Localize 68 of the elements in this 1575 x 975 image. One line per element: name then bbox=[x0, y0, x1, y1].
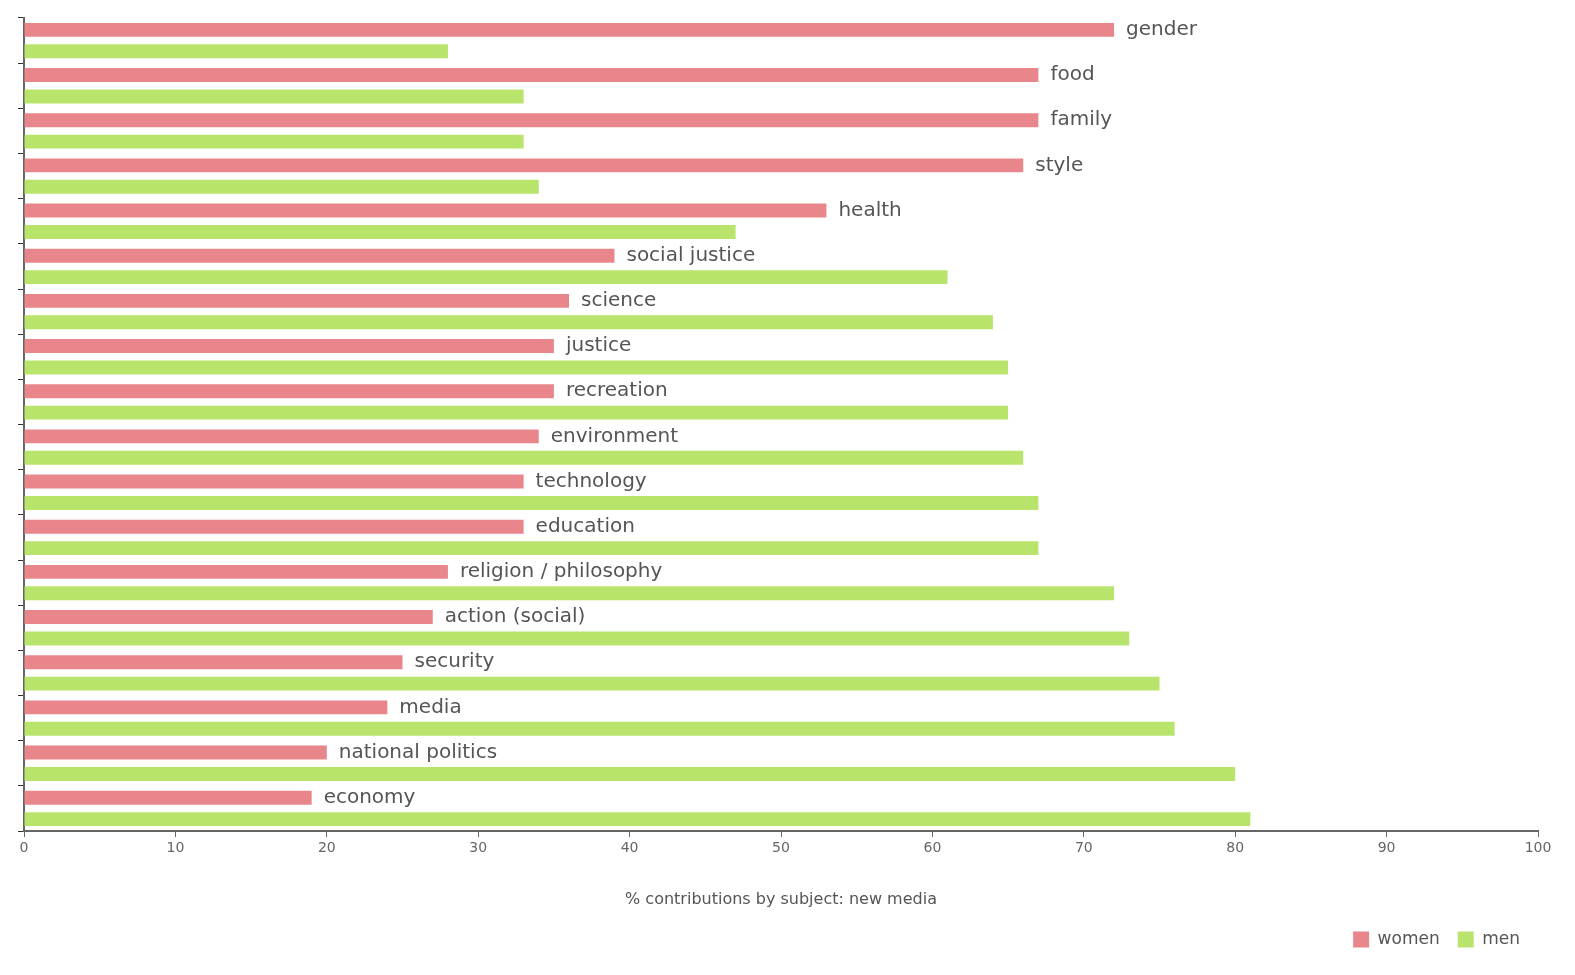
bar bbox=[24, 158, 1024, 173]
bar bbox=[24, 655, 403, 670]
bar bbox=[24, 676, 1160, 691]
y-tick-label: recreation bbox=[565, 377, 668, 402]
bar bbox=[24, 519, 524, 534]
y-tick-label: religion / philosophy bbox=[459, 558, 663, 583]
bar bbox=[24, 179, 539, 194]
bar bbox=[24, 68, 1039, 82]
bar bbox=[24, 89, 524, 104]
x-tick-label: 30 bbox=[469, 839, 488, 856]
y-tick-label: justice bbox=[564, 332, 632, 357]
legend-label: men bbox=[1482, 927, 1520, 948]
bar bbox=[24, 22, 1115, 37]
bar bbox=[24, 812, 1251, 827]
y-tick-label: technology bbox=[535, 467, 647, 492]
bar bbox=[24, 134, 524, 149]
bar bbox=[24, 745, 327, 760]
y-tick-label: security bbox=[414, 648, 495, 673]
bar bbox=[24, 450, 1024, 465]
bar bbox=[24, 293, 570, 308]
bar bbox=[24, 429, 539, 444]
y-tick-label: style bbox=[1035, 151, 1084, 176]
bar bbox=[24, 360, 1009, 375]
bar bbox=[24, 225, 736, 239]
y-tick-label: food bbox=[1050, 61, 1095, 86]
bar bbox=[24, 767, 1236, 781]
bar bbox=[24, 700, 388, 715]
x-tick-label: 0 bbox=[19, 839, 29, 856]
bar bbox=[24, 610, 433, 624]
y-tick-label: economy bbox=[323, 783, 416, 808]
bar bbox=[24, 339, 554, 353]
y-tick-label: health bbox=[838, 196, 902, 221]
x-tick-label: 60 bbox=[923, 839, 942, 856]
bar bbox=[24, 564, 448, 579]
bar bbox=[24, 384, 554, 399]
y-tick-label: social justice bbox=[626, 241, 756, 266]
bar bbox=[24, 270, 948, 285]
x-tick-label: 90 bbox=[1377, 839, 1396, 856]
bar bbox=[24, 113, 1039, 128]
x-tick-label: 50 bbox=[772, 839, 790, 856]
y-tick-label: gender bbox=[1126, 16, 1198, 41]
y-tick-label: environment bbox=[550, 422, 679, 447]
y-tick-label: science bbox=[581, 287, 657, 312]
bar bbox=[24, 721, 1175, 736]
bar bbox=[24, 315, 993, 330]
x-tick-label: 80 bbox=[1226, 839, 1245, 856]
bar bbox=[24, 631, 1130, 646]
y-tick-label: education bbox=[535, 512, 635, 537]
y-tick-label: family bbox=[1050, 106, 1113, 131]
y-tick-label: media bbox=[399, 693, 462, 718]
x-tick-label: 10 bbox=[166, 839, 185, 856]
y-tick-label: national politics bbox=[338, 738, 498, 763]
bar bbox=[24, 586, 1115, 601]
bar bbox=[24, 496, 1039, 510]
legend-label: women bbox=[1377, 927, 1440, 948]
x-tick-label: 100 bbox=[1524, 839, 1552, 856]
bar bbox=[24, 541, 1039, 556]
y-tick-label: action (social) bbox=[444, 603, 586, 628]
x-tick-label: 70 bbox=[1074, 839, 1093, 856]
x-tick-label: 20 bbox=[317, 839, 336, 856]
x-tick-label: 40 bbox=[620, 839, 639, 856]
bar bbox=[24, 44, 448, 59]
bar bbox=[24, 248, 615, 263]
bar bbox=[24, 790, 312, 805]
bar bbox=[24, 474, 524, 489]
bar bbox=[24, 203, 827, 218]
x-axis-title: % contributions by subject: new media bbox=[625, 888, 937, 908]
bar bbox=[24, 405, 1009, 420]
